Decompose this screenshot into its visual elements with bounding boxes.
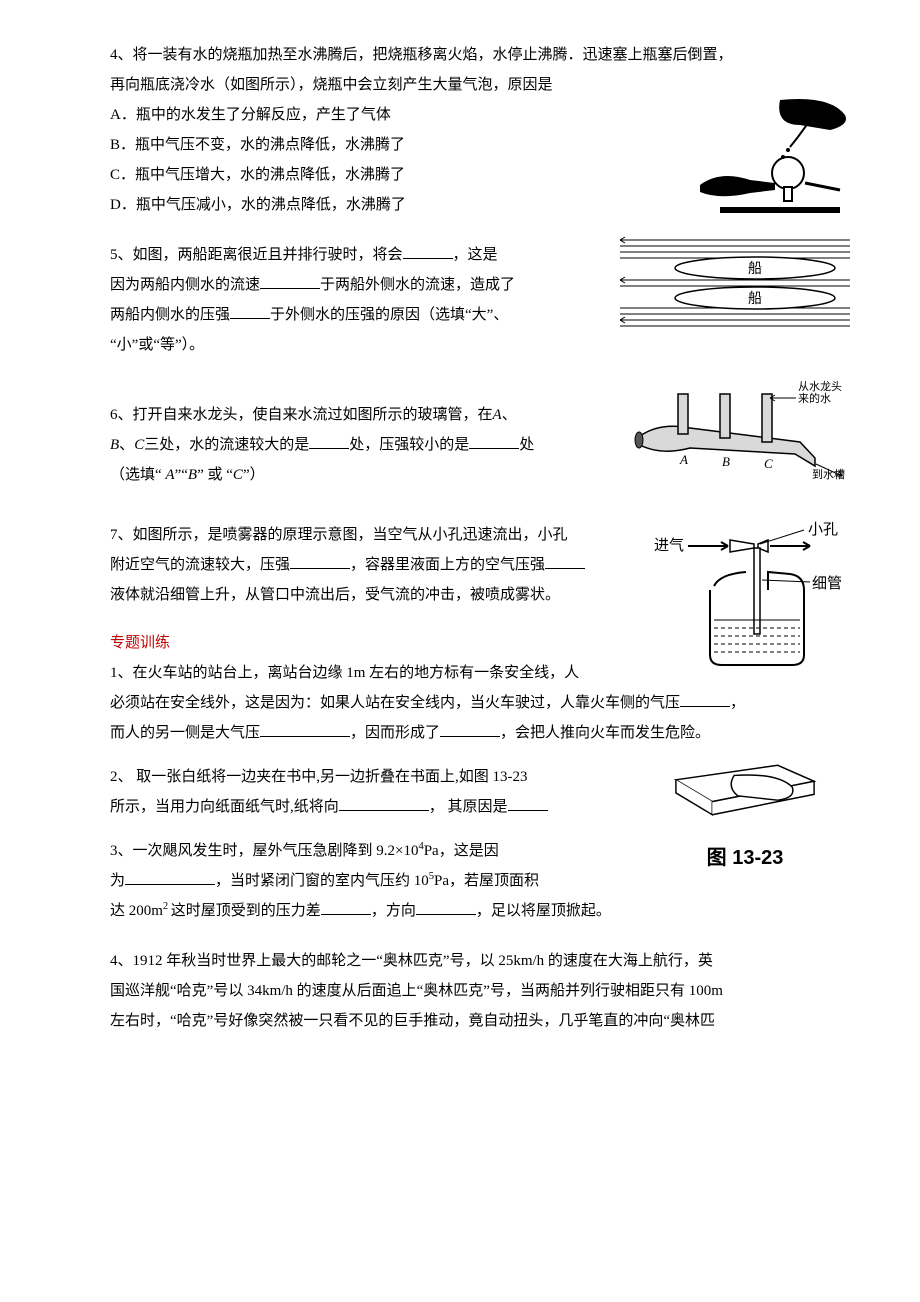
boat-label-1: 船 — [748, 261, 762, 277]
q6-label-in: 从水龙头 — [798, 380, 842, 393]
svg-text:来的水: 来的水 — [798, 391, 831, 405]
question-7: 7、如图所示，是喷雾器的原理示意图，当空气从小孔迅速流出，小孔 附近空气的流速较… — [110, 520, 830, 610]
q5-t4: 于两船外侧水的流速，造成了 — [320, 277, 515, 293]
blank — [508, 795, 548, 811]
q5-t3: 因为两船内侧水的流速 — [110, 277, 260, 293]
blank — [440, 721, 500, 737]
practice-2: 2、 取一张白纸将一边夹在书中,另一边折叠在书面上,如图 13-23 所示，当用… — [110, 762, 830, 822]
question-6: 6、打开自来水龙头，使自来水流过如图所示的玻璃管，在A、 B、C三处，水的流速较… — [110, 400, 830, 490]
q4-line1: 4、将一装有水的烧瓶加热至水沸腾后，把烧瓶移离火焰，水停止沸腾．迅速塞上瓶塞后倒… — [110, 40, 830, 70]
q5-figure: 船 船 — [620, 234, 850, 334]
blank — [339, 795, 429, 811]
blank — [125, 869, 215, 885]
q5-t1: 5、如图，两船距离很近且并排行驶时，将会 — [110, 247, 403, 263]
blank — [309, 433, 349, 449]
q5-t6: 于外侧水的压强的原因（选填“大”、 — [270, 307, 508, 323]
blank — [545, 553, 585, 569]
q5-t5: 两船内侧水的压强 — [110, 307, 230, 323]
q7-figure: 进气 小孔 细管 — [650, 520, 850, 670]
q6-t1: 6、打开自来水龙头，使自来水流过如图所示的玻璃管，在 — [110, 407, 493, 423]
blank — [260, 273, 320, 289]
q7-lab-tube: 细管 — [812, 575, 842, 592]
question-5: 5、如图，两船距离很近且并排行驶时，将会 ，这是 因为两船内侧水的流速 于两船外侧水… — [110, 240, 830, 360]
q6-C: C — [764, 456, 773, 471]
q7-lab-air: 进气 — [654, 537, 684, 554]
question-4: 4、将一装有水的烧瓶加热至水沸腾后，把烧瓶移离火焰，水停止沸腾．迅速塞上瓶塞后倒… — [110, 40, 830, 220]
practice-4: 4、1912 年秋当时世界上最大的邮轮之一“奥林匹克”号，以 25km/h 的速… — [110, 946, 830, 1036]
q7-lab-hole: 小孔 — [808, 521, 838, 538]
q4-figure — [680, 95, 850, 225]
blank — [469, 433, 519, 449]
q5-t2: ，这是 — [453, 247, 498, 263]
blank — [403, 243, 453, 259]
blank — [260, 721, 350, 737]
blank — [680, 691, 730, 707]
blank — [230, 303, 270, 319]
boat-label-2: 船 — [748, 291, 762, 307]
q6-figure: 从水龙头 来的水 到水槽 A B C — [620, 378, 850, 488]
q6-A: A — [679, 452, 688, 467]
blank — [321, 899, 371, 915]
blank — [290, 553, 350, 569]
practice-3: 3、一次飓风发生时，屋外气压急剧降到 9.2×104Pa，这是因 为，当时紧闭门… — [110, 836, 830, 926]
q6-B: B — [722, 454, 730, 469]
blank — [416, 899, 476, 915]
practice-1: 1、在火车站的站台上，离站台边缘 1m 左右的地方标有一条安全线，人 必须站在安… — [110, 658, 830, 748]
q5-t7: “小”或“等”）。 — [110, 337, 204, 353]
